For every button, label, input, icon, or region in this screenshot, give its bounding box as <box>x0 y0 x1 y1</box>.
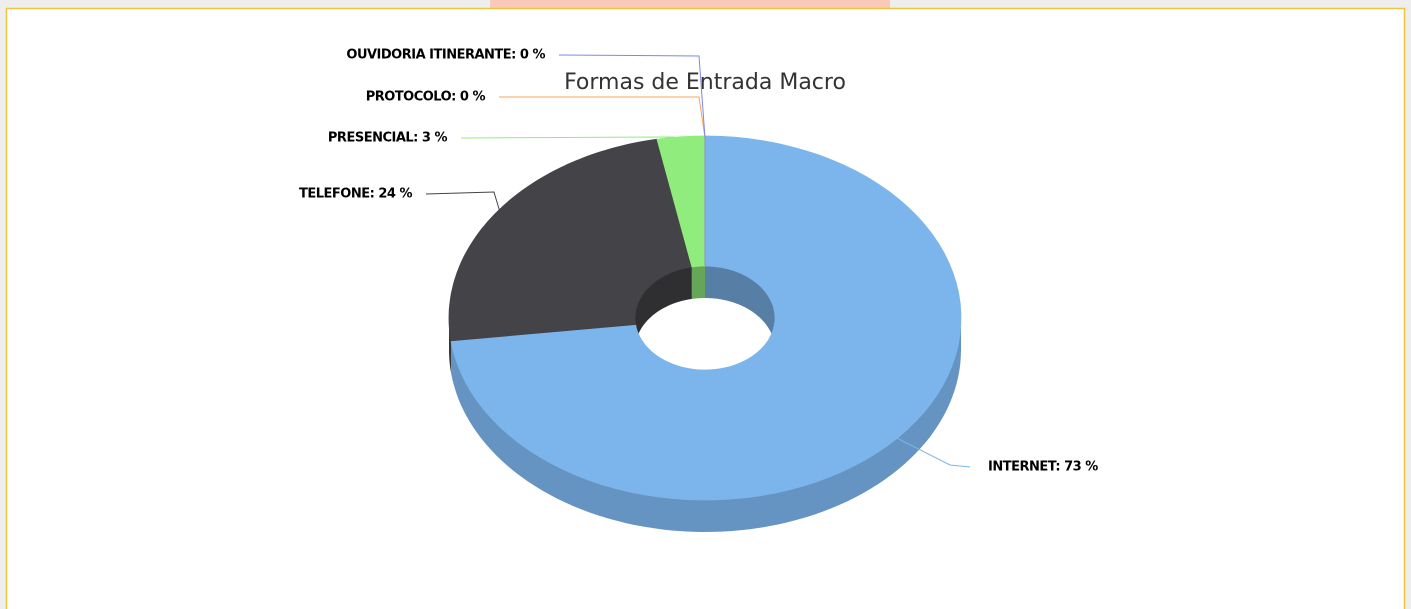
connector <box>460 136 682 140</box>
data-label: INTERNET: 73 % <box>988 460 1098 475</box>
data-label: PROTOCOLO: 0 % <box>366 90 486 105</box>
data-label: TELEFONE: 24 % <box>299 187 412 202</box>
data-label: PRESENCIAL: 3 % <box>328 131 448 146</box>
connector <box>425 191 501 213</box>
connector <box>894 436 971 468</box>
top-tab <box>490 0 890 9</box>
connector <box>499 96 706 138</box>
data-label: OUVIDORIA ITINERANTE: 0 % <box>346 48 545 63</box>
chart-title: Formas de Entrada Macro <box>564 70 846 95</box>
slice-inner-wall <box>691 266 705 299</box>
slice-inner-wall <box>705 266 775 350</box>
slice-side <box>451 318 961 532</box>
slice-inner-wall <box>635 266 692 350</box>
connector <box>558 54 706 138</box>
